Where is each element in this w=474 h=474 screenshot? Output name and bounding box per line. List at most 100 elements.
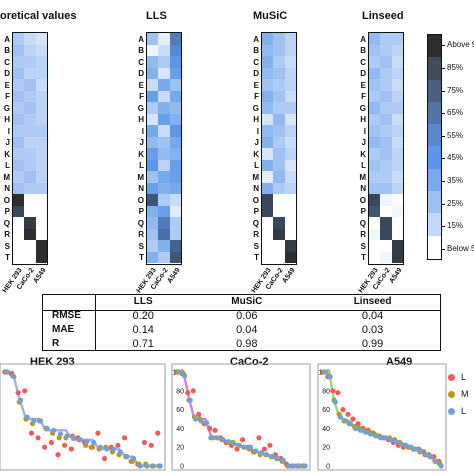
chart-point-0 (294, 463, 300, 469)
chart-point-1 (361, 427, 367, 433)
colorbar-label: 15% (447, 221, 464, 231)
chart-point-1 (224, 439, 230, 446)
heatmap-cell (391, 159, 403, 171)
heatmap-cell (35, 159, 47, 171)
heatmap-cell (273, 194, 285, 206)
chart-point-0 (115, 442, 121, 448)
colorbar-label: 45% (447, 153, 464, 163)
chart-point-1 (417, 449, 423, 455)
heatmap-cell (284, 125, 296, 137)
heatmap-cell (262, 44, 274, 56)
heatmap-cell (380, 148, 392, 160)
chart-point-1 (407, 444, 413, 450)
chart-y-tick-label: 20 (176, 445, 184, 452)
chart-point-1 (186, 397, 192, 403)
legend-dot-icon (448, 408, 455, 416)
chart-point-2 (236, 442, 243, 448)
heatmap-row (147, 136, 181, 148)
chart-point-1 (331, 397, 337, 403)
colorbar-segment (428, 57, 441, 80)
heatmap-row (262, 102, 296, 114)
colorbar-tick (442, 113, 445, 115)
heatmap-row (147, 79, 181, 91)
chart-point-1 (175, 369, 181, 375)
heatmap-row (13, 113, 47, 125)
chart-point-1 (326, 373, 332, 379)
chart-point-1 (96, 446, 102, 452)
heatmap-cell (35, 182, 47, 194)
heatmap-cell (369, 33, 381, 45)
colorbar-label: 75% (447, 85, 464, 95)
heatmap-title-3: Linseed (362, 10, 404, 22)
colorbar (427, 34, 442, 260)
chart-point-0 (330, 388, 336, 394)
heatmap-cell (158, 217, 170, 229)
heatmap-row-label: P (253, 207, 259, 216)
chart-point-0 (320, 369, 326, 375)
chart-point-0 (62, 442, 68, 448)
heatmap-row (262, 251, 296, 263)
heatmap-cell (380, 136, 392, 148)
heatmap-row (13, 33, 47, 45)
heatmap-row-label: Q (252, 218, 259, 228)
chart-point-2 (51, 427, 57, 433)
heatmap-cell (35, 113, 47, 125)
heatmap-cell (262, 113, 274, 125)
chart-point-1 (263, 452, 269, 458)
heatmap-cell (13, 56, 25, 68)
heatmap-cell (391, 194, 403, 206)
heatmap-row (369, 251, 403, 263)
chart-point-0 (360, 425, 366, 431)
heatmap-row (147, 182, 181, 194)
heatmap-row-label: C (4, 57, 10, 67)
chart-point-2 (225, 438, 232, 445)
chart-point-0 (95, 430, 101, 436)
chart-point-0 (400, 444, 407, 450)
chart-point-2 (137, 463, 143, 469)
heatmap-row (147, 125, 181, 137)
heatmap-cell (284, 90, 296, 102)
chart-point-1 (10, 373, 16, 379)
chart-point-1 (252, 449, 258, 455)
chart-point-2 (247, 444, 254, 450)
chart-point-0 (267, 442, 273, 448)
legend-label: L (461, 406, 467, 416)
heatmap-cell (391, 67, 403, 79)
metrics-table: LLS MuSiC Linseed RMSE 0.20 0.06 0.04 MA… (46, 295, 440, 351)
heatmap-row-label: H (4, 115, 10, 124)
heatmap-cell (391, 205, 403, 217)
chart-point-2 (124, 454, 130, 460)
heatmap-cell (24, 79, 36, 91)
heatmap-cell (391, 228, 403, 240)
colorbar-label: 35% (447, 175, 464, 185)
heatmap-cell (284, 194, 296, 206)
heatmap-cell (369, 56, 381, 68)
heatmap-cell (369, 159, 381, 171)
heatmap-row (369, 33, 403, 45)
heatmap-cell (262, 90, 274, 102)
heatmap-row (13, 148, 47, 160)
heatmap-row-label: T (5, 253, 10, 262)
colorbar-tick (442, 248, 445, 250)
colorbar-segment (428, 191, 441, 214)
chart-point-1 (197, 416, 203, 422)
heatmap-row-label: F (5, 92, 10, 101)
heatmap-cell (391, 240, 403, 252)
metrics-row-rmse: RMSE 0.20 0.06 0.04 (46, 309, 440, 323)
heatmap-row-label: H (253, 115, 259, 124)
chart-point-2 (209, 435, 215, 441)
heatmap-cell (147, 44, 159, 56)
heatmap-cell (35, 240, 47, 252)
chart-point-1 (109, 449, 116, 455)
heatmap-row-label: N (360, 184, 366, 193)
heatmap-cell (369, 240, 381, 252)
chart-point-0 (155, 430, 161, 436)
chart-point-2 (258, 450, 264, 456)
heatmap-cell (147, 148, 159, 160)
heatmap-row (369, 67, 403, 79)
chart-point-2 (438, 463, 444, 469)
heatmap-row (262, 136, 296, 148)
chart-point-0 (228, 442, 235, 448)
chart-point-2 (418, 448, 424, 454)
heatmap-row-label: S (4, 241, 10, 251)
